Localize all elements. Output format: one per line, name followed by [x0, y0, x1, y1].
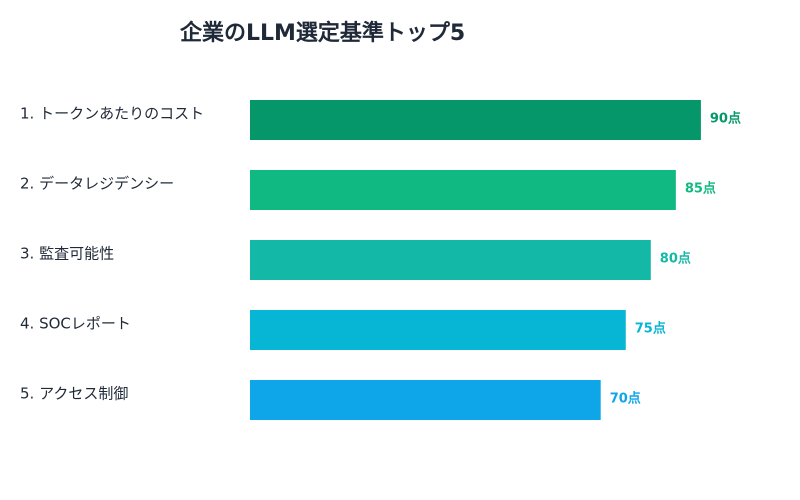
- value-label: 85点: [685, 181, 716, 197]
- bar: [250, 380, 601, 420]
- category-label: 2. データレジデンシー: [20, 175, 174, 193]
- value-label: 90点: [710, 111, 741, 127]
- category-label: 1. トークンあたりのコスト: [20, 105, 204, 123]
- bar: [250, 170, 676, 210]
- category-label: 5. アクセス制御: [20, 385, 128, 403]
- bar: [250, 240, 651, 280]
- category-label: 4. SOCレポート: [20, 315, 131, 333]
- value-label: 70点: [610, 391, 641, 407]
- chart-title: 企業のLLM選定基準トップ5: [179, 20, 465, 46]
- bar: [250, 100, 701, 140]
- value-label: 75点: [635, 321, 666, 337]
- bar: [250, 310, 626, 350]
- value-label: 80点: [660, 251, 691, 267]
- category-label: 3. 監査可能性: [20, 245, 114, 263]
